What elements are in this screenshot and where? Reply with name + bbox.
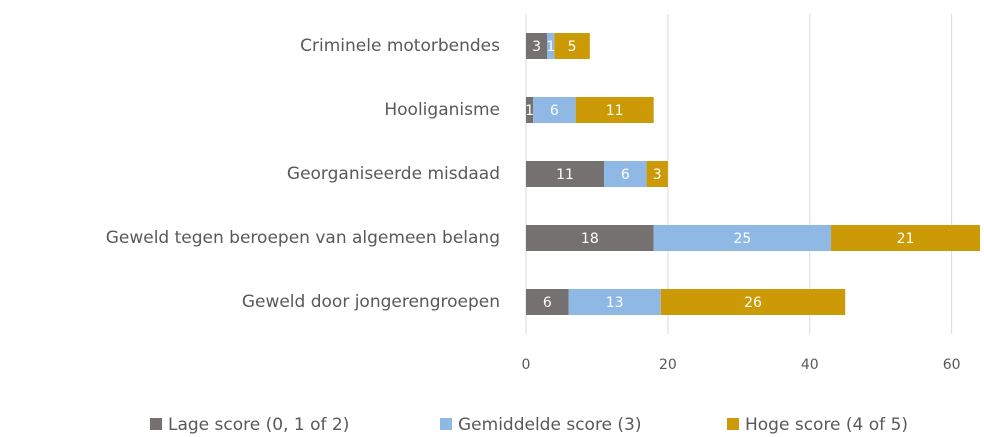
data-label: 21 <box>897 231 915 247</box>
legend-swatch <box>150 418 162 430</box>
bar-segment <box>653 225 832 251</box>
legend-label: Hoge score (4 of 5) <box>745 415 908 435</box>
bar-segment <box>554 33 590 59</box>
x-tick-label: 40 <box>801 357 819 373</box>
data-label: 13 <box>606 295 624 311</box>
bar-segment <box>526 161 605 187</box>
bar-segment <box>831 225 980 251</box>
data-label: 6 <box>621 167 630 183</box>
x-tick-label: 60 <box>943 357 961 373</box>
data-label: 5 <box>568 39 577 55</box>
data-label: 1 <box>525 103 534 119</box>
legend-label: Gemiddelde score (3) <box>458 415 642 435</box>
category-label: Criminele motorbendes <box>300 36 500 56</box>
data-label: 18 <box>581 231 599 247</box>
bar-segment <box>526 225 654 251</box>
category-label: Georganiseerde misdaad <box>287 164 500 184</box>
data-label: 3 <box>532 39 541 55</box>
data-label: 11 <box>556 167 574 183</box>
data-label: 25 <box>733 231 751 247</box>
bar-segment <box>660 289 846 315</box>
data-label: 26 <box>744 295 762 311</box>
bar-segment <box>526 289 569 315</box>
legend-swatch <box>440 418 452 430</box>
bar-segment <box>526 97 534 123</box>
bar-segment <box>526 33 548 59</box>
category-label: Hooliganisme <box>384 100 500 120</box>
legend-swatch <box>727 418 739 430</box>
data-label: 6 <box>543 295 552 311</box>
bar-segment <box>533 97 576 123</box>
bar-segment <box>568 289 661 315</box>
data-label: 1 <box>546 39 555 55</box>
bar-segment <box>547 33 555 59</box>
legend-label: Lage score (0, 1 of 2) <box>168 415 349 435</box>
category-label: Geweld door jongerengroepen <box>242 292 500 312</box>
category-label: Geweld tegen beroepen van algemeen belan… <box>106 228 500 248</box>
data-label: 6 <box>550 103 559 119</box>
x-tick-label: 20 <box>659 357 677 373</box>
bar-segment <box>646 161 668 187</box>
x-tick-label: 0 <box>522 357 531 373</box>
data-label: 11 <box>606 103 624 119</box>
data-label: 3 <box>653 167 662 183</box>
bar-segment <box>604 161 647 187</box>
bar-segment <box>575 97 654 123</box>
